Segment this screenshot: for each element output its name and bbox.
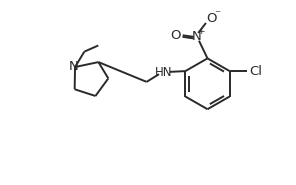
Text: N: N [69, 60, 78, 73]
Text: +: + [197, 27, 205, 36]
Text: HN: HN [155, 66, 172, 79]
Text: ⁻: ⁻ [214, 8, 221, 21]
Text: O: O [206, 12, 217, 25]
Text: N: N [192, 30, 202, 43]
Text: O: O [170, 29, 181, 42]
Text: Cl: Cl [250, 65, 263, 78]
